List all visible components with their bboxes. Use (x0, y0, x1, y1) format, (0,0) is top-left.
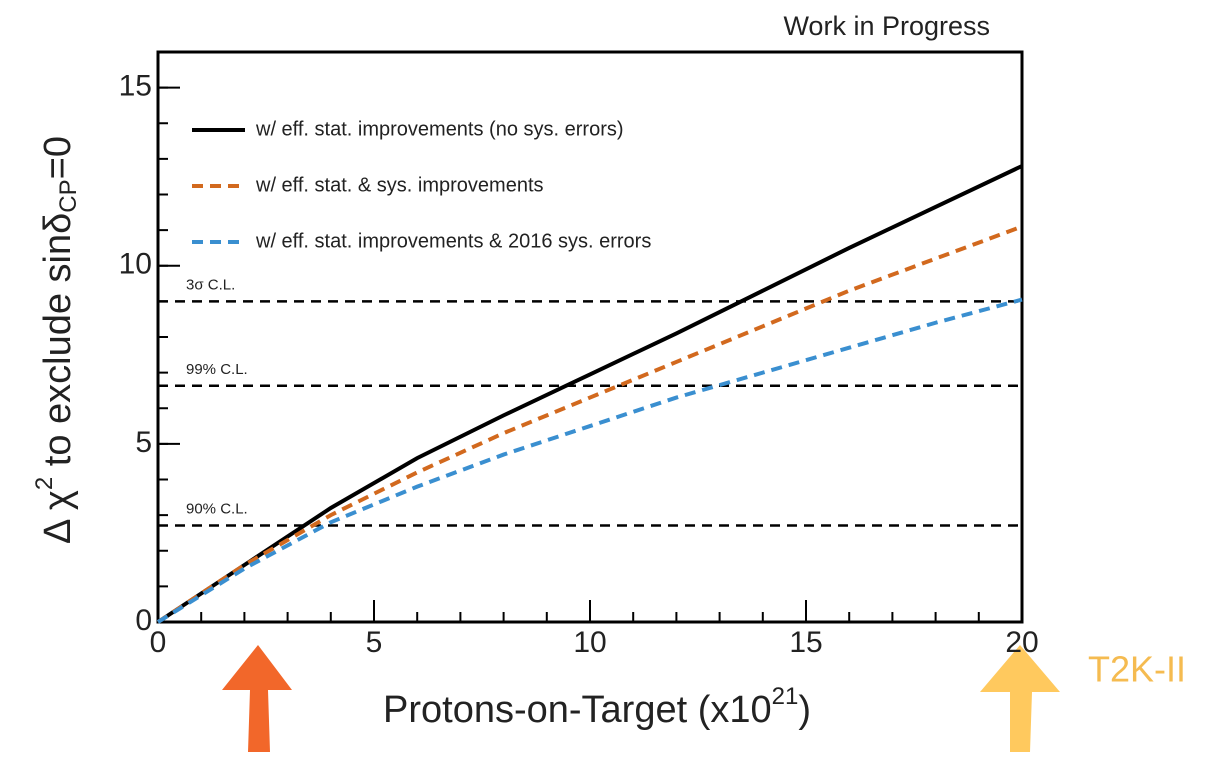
legend-label: w/ eff. stat. improvements & 2016 sys. e… (255, 230, 651, 252)
y-label-a: Δ χ (37, 490, 79, 544)
y-tick-label: 10 (119, 248, 152, 281)
y-label-sub: CP (55, 179, 82, 212)
arrow-current (222, 645, 292, 752)
y-tick-label: 15 (119, 70, 152, 103)
x-tick-label: 5 (366, 626, 383, 659)
y-tick-label: 5 (135, 426, 152, 459)
series-line (156, 297, 1023, 624)
x-label-main: Protons-on-Target (x10 (383, 689, 772, 731)
side-annotation: T2K-II (1088, 649, 1186, 690)
y-label-b: to exclude sinδ (37, 213, 79, 477)
x-tick-label: 15 (789, 626, 822, 659)
reference-label: 99% C.L. (186, 361, 248, 378)
x-label-sup: 21 (772, 683, 799, 710)
series-line (156, 164, 1023, 624)
y-tick-label: 0 (135, 604, 152, 637)
reference-label: 3σ C.L. (186, 276, 235, 293)
x-tick-label: 20 (1005, 626, 1038, 659)
x-tick-label: 10 (573, 626, 606, 659)
annotation-top: Work in Progress (783, 11, 990, 41)
arrow-t2k-ii (980, 645, 1060, 752)
x-label-end: ) (798, 689, 811, 731)
series-line (156, 224, 1023, 624)
y-label-c: =0 (37, 136, 79, 179)
legend-label: w/ eff. stat. & sys. improvements (255, 174, 544, 196)
y-label-sup: 2 (31, 477, 58, 490)
reference-label: 90% C.L. (186, 500, 248, 517)
x-axis-label: Protons-on-Target (x1021) (383, 683, 811, 731)
y-axis-label: Δ χ2 to exclude sinδCP=0 (31, 136, 82, 544)
legend-label: w/ eff. stat. improvements (no sys. erro… (255, 118, 624, 140)
x-tick-label: 0 (150, 626, 167, 659)
